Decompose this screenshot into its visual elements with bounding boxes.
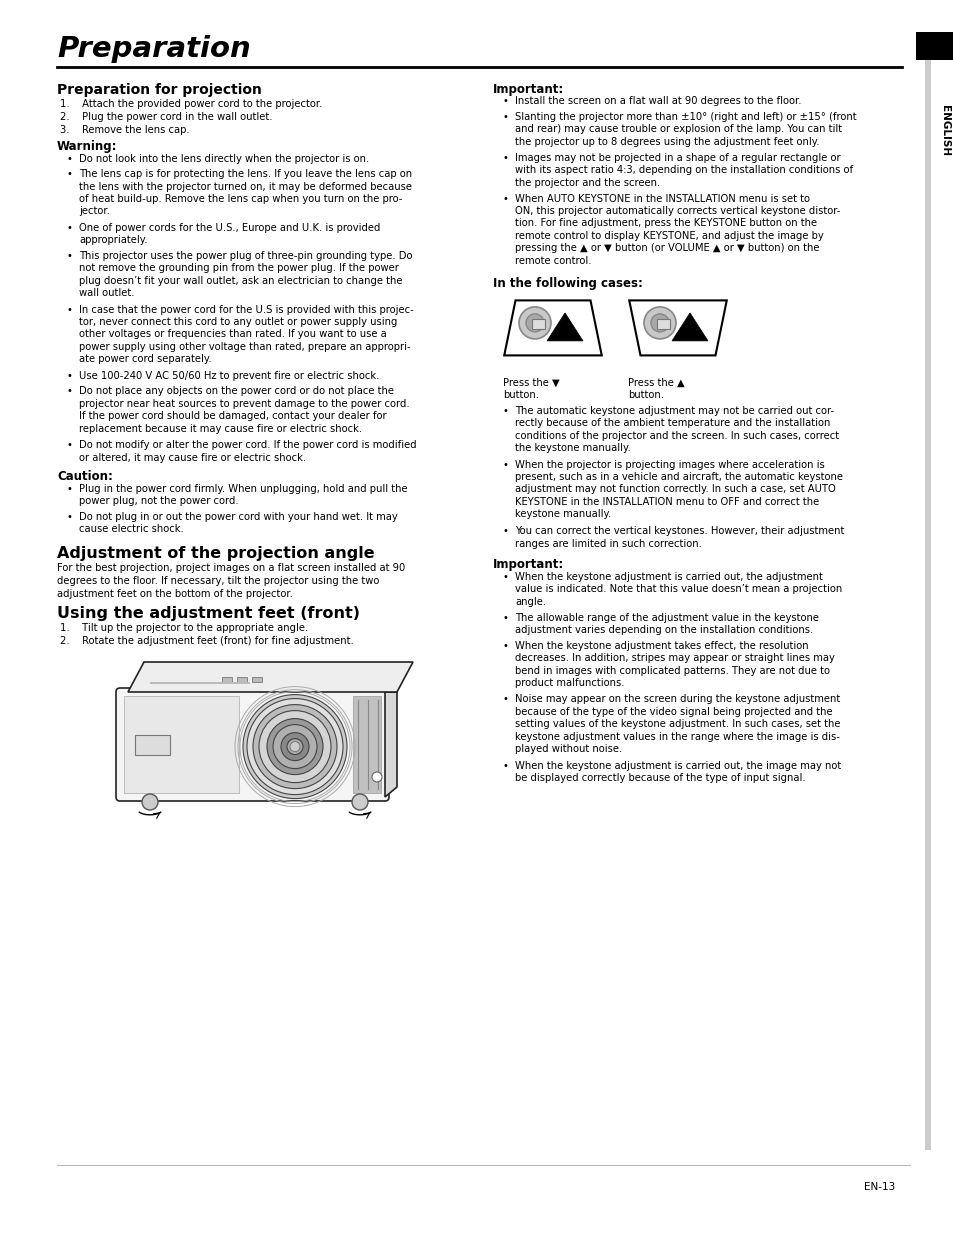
Text: Use 100-240 V AC 50/60 Hz to prevent fire or electric shock.: Use 100-240 V AC 50/60 Hz to prevent fir… <box>79 372 379 382</box>
Text: 1.    Attach the provided power cord to the projector.: 1. Attach the provided power cord to the… <box>60 99 322 109</box>
Text: Noise may appear on the screen during the keystone adjustment
because of the typ: Noise may appear on the screen during th… <box>515 694 840 755</box>
Text: •: • <box>502 153 508 163</box>
Circle shape <box>281 732 309 761</box>
Bar <box>353 697 380 793</box>
Polygon shape <box>504 300 601 356</box>
Text: Do not look into the lens directly when the projector is on.: Do not look into the lens directly when … <box>79 154 369 164</box>
Text: The allowable range of the adjustment value in the keystone
adjustment varies de: The allowable range of the adjustment va… <box>515 613 818 635</box>
Text: Preparation: Preparation <box>57 35 251 63</box>
Text: Warning:: Warning: <box>57 141 117 153</box>
Text: When the keystone adjustment is carried out, the image may not
be displayed corr: When the keystone adjustment is carried … <box>515 761 841 783</box>
Text: In case that the power cord for the U.S is provided with this projec-
tor, never: In case that the power cord for the U.S … <box>79 305 414 364</box>
Text: •: • <box>502 572 508 582</box>
Text: Caution:: Caution: <box>57 471 112 483</box>
Text: Preparation for projection: Preparation for projection <box>57 83 262 98</box>
Text: •: • <box>67 251 72 261</box>
Polygon shape <box>629 300 726 356</box>
Text: When the projector is projecting images where acceleration is
present, such as i: When the projector is projecting images … <box>515 459 842 519</box>
Text: Using the adjustment feet (front): Using the adjustment feet (front) <box>57 606 359 621</box>
Bar <box>657 319 669 329</box>
Text: •: • <box>502 112 508 122</box>
Text: When AUTO KEYSTONE in the INSTALLATION menu is set to
ON, this projector automat: When AUTO KEYSTONE in the INSTALLATION m… <box>515 194 840 266</box>
Text: •: • <box>67 305 72 315</box>
Text: In the following cases:: In the following cases: <box>493 277 642 290</box>
Text: One of power cords for the U.S., Europe and U.K. is provided
appropriately.: One of power cords for the U.S., Europe … <box>79 222 380 246</box>
Circle shape <box>267 719 323 774</box>
Text: Plug in the power cord firmly. When unplugging, hold and pull the
power plug, no: Plug in the power cord firmly. When unpl… <box>79 484 407 506</box>
Text: Do not modify or alter the power cord. If the power cord is modified
or altered,: Do not modify or alter the power cord. I… <box>79 440 416 463</box>
Circle shape <box>643 308 676 338</box>
Circle shape <box>253 705 336 789</box>
Text: The lens cap is for protecting the lens. If you leave the lens cap on
the lens w: The lens cap is for protecting the lens.… <box>79 169 412 216</box>
Text: Slanting the projector more than ±10° (right and left) or ±15° (front
and rear) : Slanting the projector more than ±10° (r… <box>515 112 856 147</box>
Text: •: • <box>67 372 72 382</box>
Text: Install the screen on a flat wall at 90 degrees to the floor.: Install the screen on a flat wall at 90 … <box>515 96 801 106</box>
Text: •: • <box>502 96 508 106</box>
Bar <box>532 319 544 329</box>
Text: 2.    Plug the power cord in the wall outlet.: 2. Plug the power cord in the wall outle… <box>60 112 273 122</box>
Bar <box>124 697 239 793</box>
Text: •: • <box>502 641 508 651</box>
Text: When the keystone adjustment takes effect, the resolution
decreases. In addition: When the keystone adjustment takes effec… <box>515 641 834 688</box>
Polygon shape <box>671 312 707 341</box>
Text: Important:: Important: <box>493 558 563 572</box>
Circle shape <box>352 794 368 810</box>
Text: degrees to the floor. If necessary, tilt the projector using the two: degrees to the floor. If necessary, tilt… <box>57 576 379 585</box>
Text: When the keystone adjustment is carried out, the adjustment
value is indicated. : When the keystone adjustment is carried … <box>515 572 841 606</box>
Text: For the best projection, project images on a flat screen installed at 90: For the best projection, project images … <box>57 563 405 573</box>
Text: •: • <box>502 613 508 622</box>
Text: ENGLISH: ENGLISH <box>939 105 949 156</box>
Text: •: • <box>502 194 508 204</box>
Text: EN-13: EN-13 <box>862 1182 894 1192</box>
Bar <box>150 682 250 684</box>
Text: •: • <box>502 406 508 416</box>
Text: •: • <box>67 511 72 522</box>
Circle shape <box>142 794 158 810</box>
Bar <box>252 677 262 682</box>
Text: 3.    Remove the lens cap.: 3. Remove the lens cap. <box>60 125 190 135</box>
Text: •: • <box>67 154 72 164</box>
Bar <box>135 735 170 755</box>
Text: You can correct the vertical keystones. However, their adjustment
ranges are lim: You can correct the vertical keystones. … <box>515 526 843 548</box>
Circle shape <box>290 741 299 752</box>
Text: •: • <box>67 169 72 179</box>
Circle shape <box>650 314 668 332</box>
Text: Do not place any objects on the power cord or do not place the
projector near he: Do not place any objects on the power co… <box>79 387 409 433</box>
Text: Adjustment of the projection angle: Adjustment of the projection angle <box>57 546 375 561</box>
Text: Press the ▼
button.: Press the ▼ button. <box>502 378 559 400</box>
Circle shape <box>372 772 381 782</box>
Text: •: • <box>502 761 508 771</box>
Bar <box>915 32 953 61</box>
Polygon shape <box>128 662 413 692</box>
Text: 1.    Tilt up the projector to the appropriate angle.: 1. Tilt up the projector to the appropri… <box>60 624 308 634</box>
Text: 2.    Rotate the adjustment feet (front) for fine adjustment.: 2. Rotate the adjustment feet (front) fo… <box>60 636 354 646</box>
Text: Important:: Important: <box>493 83 563 96</box>
Text: adjustment feet on the bottom of the projector.: adjustment feet on the bottom of the pro… <box>57 589 293 599</box>
Bar <box>924 61 930 1150</box>
Circle shape <box>287 739 303 755</box>
Text: The automatic keystone adjustment may not be carried out cor-
rectly because of : The automatic keystone adjustment may no… <box>515 406 839 453</box>
Text: Images may not be projected in a shape of a regular rectangle or
with its aspect: Images may not be projected in a shape o… <box>515 153 852 188</box>
Text: •: • <box>502 459 508 469</box>
FancyBboxPatch shape <box>116 688 389 802</box>
Text: •: • <box>67 484 72 494</box>
Text: •: • <box>502 526 508 536</box>
Circle shape <box>518 308 551 338</box>
Text: •: • <box>502 694 508 704</box>
Circle shape <box>243 694 347 799</box>
Text: Do not plug in or out the power cord with your hand wet. It may
cause electric s: Do not plug in or out the power cord wit… <box>79 511 397 535</box>
Circle shape <box>247 699 343 794</box>
Text: This projector uses the power plug of three-pin grounding type. Do
not remove th: This projector uses the power plug of th… <box>79 251 412 298</box>
Text: Press the ▲
button.: Press the ▲ button. <box>627 378 684 400</box>
Text: •: • <box>67 222 72 233</box>
Text: •: • <box>67 440 72 451</box>
Polygon shape <box>385 692 396 797</box>
Bar <box>236 677 247 682</box>
Circle shape <box>525 314 543 332</box>
Polygon shape <box>546 312 582 341</box>
Text: •: • <box>67 387 72 396</box>
Circle shape <box>273 725 316 768</box>
Bar <box>222 677 232 682</box>
Circle shape <box>258 710 331 783</box>
